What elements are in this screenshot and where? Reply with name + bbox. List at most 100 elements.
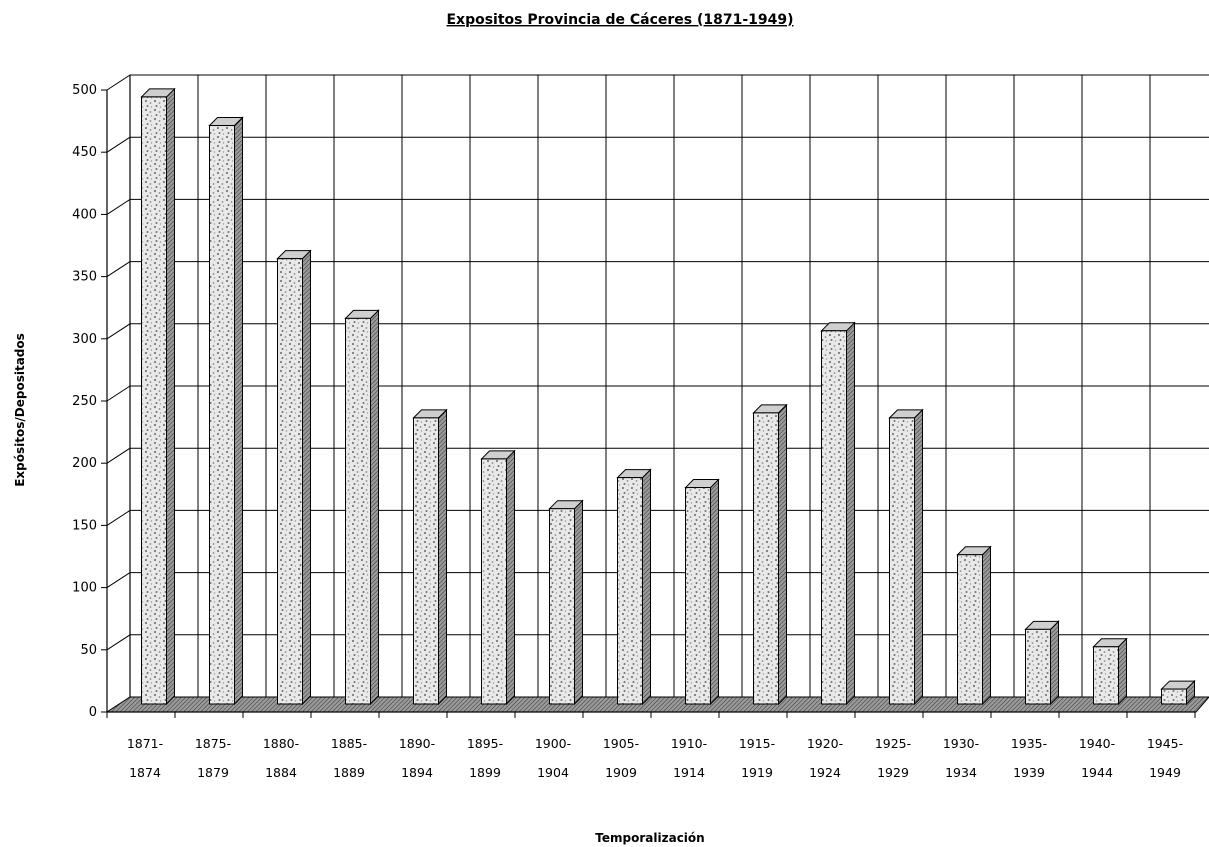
bar-1905-1909: [616, 468, 652, 706]
bar-front: [617, 477, 643, 705]
x-tick-label-end: 1874: [129, 765, 161, 780]
bar-side: [642, 468, 651, 706]
bar-1890-1894: [412, 408, 448, 706]
x-tick-label-end: 1939: [1013, 765, 1045, 780]
bar-side: [846, 321, 855, 706]
x-tick-label-start: 1935-: [1011, 736, 1047, 751]
x-tick-label-start: 1905-: [603, 736, 639, 751]
x-tick-label-start: 1915-: [739, 736, 775, 751]
x-tick-label-start: 1945-: [1147, 736, 1183, 751]
bar-side: [234, 116, 243, 706]
x-tick-label-start: 1880-: [263, 736, 299, 751]
x-tick-label-start: 1900-: [535, 736, 571, 751]
bar-front: [1161, 688, 1187, 705]
bar-front: [549, 508, 575, 705]
bar-side: [1118, 637, 1127, 706]
x-tick-label-start: 1910-: [671, 736, 707, 751]
bars: [140, 87, 1196, 706]
x-tick-label-start: 1895-: [467, 736, 503, 751]
y-tick-label: 350: [72, 270, 97, 285]
x-axis-label: Temporalización: [595, 831, 704, 845]
y-tick-label: 400: [72, 207, 97, 222]
bar-1910-1914: [684, 478, 720, 706]
bar-front: [957, 554, 983, 705]
bar-1880-1884: [276, 249, 312, 706]
x-tick-label-start: 1930-: [943, 736, 979, 751]
bar-side: [438, 408, 447, 706]
bar-side: [710, 478, 719, 706]
chart-title: Expositos Provincia de Cáceres (1871-194…: [446, 12, 793, 28]
y-tick-label: 450: [72, 145, 97, 160]
bar-front: [345, 317, 371, 705]
bar-1900-1904: [548, 499, 584, 706]
bar-1875-1879: [208, 116, 244, 706]
gridline-side: [106, 509, 131, 526]
x-tick-label-start: 1871-: [127, 736, 163, 751]
bar-side: [574, 499, 583, 706]
y-tick-label: 50: [80, 643, 97, 658]
x-tick-label-start: 1875-: [195, 736, 231, 751]
gridline-side: [106, 74, 131, 91]
bar-1935-1939: [1024, 620, 1060, 706]
grid: [106, 74, 1209, 713]
gridline-side: [106, 572, 131, 589]
bar-side: [914, 408, 923, 706]
bar-1871-1874: [140, 87, 176, 706]
x-tick-label-end: 1934: [945, 765, 977, 780]
y-tick-label: 200: [72, 456, 97, 471]
x-tick-label-end: 1949: [1149, 765, 1181, 780]
gridline-side: [106, 447, 131, 464]
bar-front: [1025, 628, 1051, 705]
bar-front: [753, 412, 779, 705]
y-tick-label: 500: [72, 83, 97, 98]
bar-front: [821, 330, 847, 705]
bar-front: [413, 417, 439, 705]
bar-side: [302, 249, 311, 706]
bar-1915-1919: [752, 403, 788, 706]
bar-side: [1050, 620, 1059, 706]
bar-1895-1899: [480, 449, 516, 706]
bar-1930-1934: [956, 545, 992, 706]
x-tick-label-end: 1909: [605, 765, 637, 780]
x-tick-label-start: 1925-: [875, 736, 911, 751]
y-axis-ticks: 0 50 100 150 200 250 300 350 400 450 500: [72, 83, 107, 720]
y-tick-label: 150: [72, 518, 97, 533]
bar-front: [889, 417, 915, 705]
gridline-side: [106, 385, 131, 402]
gridline-side: [106, 198, 131, 215]
x-tick-label-end: 1884: [265, 765, 297, 780]
bar-1940-1944: [1092, 637, 1128, 706]
bar-front: [209, 125, 235, 705]
y-tick-label: 0: [89, 705, 97, 720]
bar-side: [982, 545, 991, 706]
bar-1925-1929: [888, 408, 924, 706]
bar-1945-1949: [1160, 679, 1196, 706]
x-tick-label-start: 1890-: [399, 736, 435, 751]
gridline-side: [106, 323, 131, 340]
bar-front: [277, 258, 303, 705]
gridline-side: [106, 261, 131, 278]
bar-side: [166, 87, 175, 706]
x-tick-label-end: 1899: [469, 765, 501, 780]
y-axis-label: Expósitos/Depositados: [13, 333, 27, 487]
bar-front: [141, 96, 167, 705]
y-tick-label: 250: [72, 394, 97, 409]
x-tick-label-end: 1914: [673, 765, 705, 780]
bar-1885-1889: [344, 309, 380, 706]
x-tick-label-end: 1919: [741, 765, 773, 780]
bar-front: [481, 458, 507, 705]
bar-front: [1093, 646, 1119, 705]
x-tick-label-start: 1885-: [331, 736, 367, 751]
x-tick-label-end: 1929: [877, 765, 909, 780]
bar-side: [778, 403, 787, 706]
gridline-side: [106, 634, 131, 651]
x-tick-label-start: 1940-: [1079, 736, 1115, 751]
x-tick-label-end: 1879: [197, 765, 229, 780]
y-tick-label: 300: [72, 332, 97, 347]
bar-side: [370, 309, 379, 706]
bar-1920-1924: [820, 321, 856, 706]
x-tick-label-start: 1920-: [807, 736, 843, 751]
x-tick-label-end: 1924: [809, 765, 841, 780]
bar-side: [506, 449, 515, 706]
